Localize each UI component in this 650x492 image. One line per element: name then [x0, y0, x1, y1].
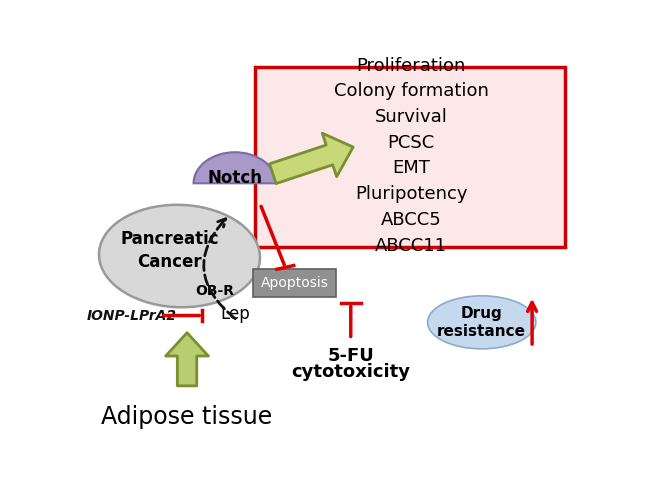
FancyBboxPatch shape — [255, 66, 565, 246]
Text: OB-R: OB-R — [195, 284, 234, 298]
Text: Lep: Lep — [220, 305, 250, 323]
Text: 5-FU: 5-FU — [328, 347, 374, 366]
Ellipse shape — [428, 296, 536, 349]
FancyBboxPatch shape — [252, 269, 335, 297]
Text: cytotoxicity: cytotoxicity — [291, 363, 410, 381]
Text: Adipose tissue: Adipose tissue — [101, 405, 272, 429]
Text: Proliferation
Colony formation
Survival
PCSC
EMT
Pluripotency
ABCC5
ABCC11: Proliferation Colony formation Survival … — [333, 57, 489, 254]
Wedge shape — [194, 152, 276, 184]
Text: Apoptosis: Apoptosis — [261, 276, 328, 290]
Text: Pancreatic
Cancer: Pancreatic Cancer — [120, 230, 218, 271]
Ellipse shape — [99, 205, 260, 308]
Text: Drug
resistance: Drug resistance — [437, 306, 526, 339]
Text: IONP-LPrA2: IONP-LPrA2 — [86, 308, 177, 323]
Text: Notch: Notch — [207, 169, 263, 187]
